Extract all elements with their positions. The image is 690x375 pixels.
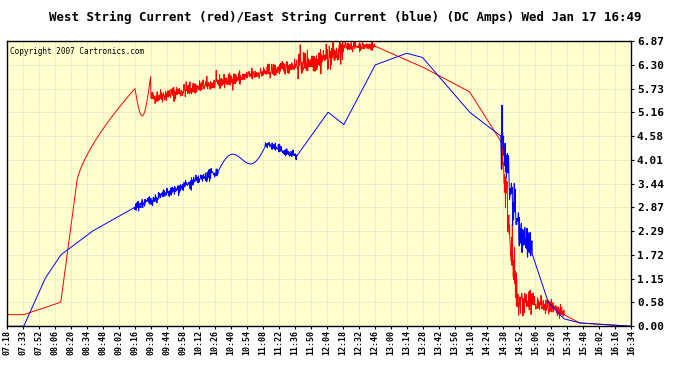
Text: West String Current (red)/East String Current (blue) (DC Amps) Wed Jan 17 16:49: West String Current (red)/East String Cu… <box>49 11 641 24</box>
Text: Copyright 2007 Cartronics.com: Copyright 2007 Cartronics.com <box>10 47 144 56</box>
